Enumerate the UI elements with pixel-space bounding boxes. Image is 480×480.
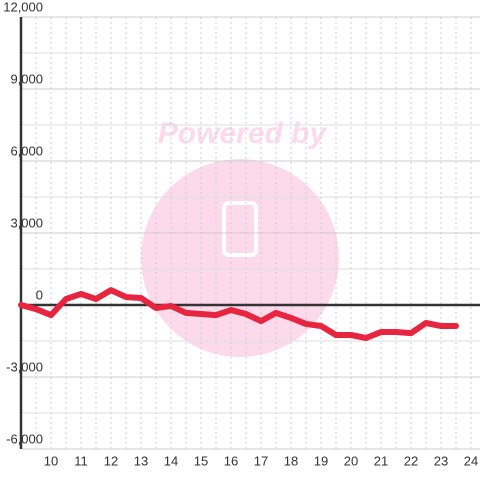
x-tick-label: 20: [344, 453, 358, 468]
x-tick-label: 16: [224, 453, 238, 468]
x-tick-label: 13: [134, 453, 148, 468]
x-tick-label: 14: [164, 453, 178, 468]
x-tick-label: 11: [74, 453, 88, 468]
x-tick-label: 21: [374, 453, 388, 468]
y-tick-label: -3,000: [6, 359, 43, 374]
x-tick-label: 17: [254, 453, 268, 468]
y-tick-label: 6,000: [10, 143, 43, 158]
y-tick-label: -6,000: [6, 431, 43, 446]
x-tick-label: 12: [104, 453, 118, 468]
y-tick-label: 9,000: [10, 71, 43, 86]
x-tick-label: 10: [44, 453, 58, 468]
y-tick-label: 3,000: [10, 215, 43, 230]
x-tick-label: 18: [284, 453, 298, 468]
y-tick-label: 12,000: [3, 0, 43, 14]
line-series: [18, 287, 459, 341]
x-tick-label: 22: [404, 453, 418, 468]
watermark-icon: [222, 201, 258, 257]
y-tick-label: 0: [36, 287, 43, 302]
x-tick-label: 23: [434, 453, 448, 468]
x-tick-label: 24: [464, 453, 478, 468]
x-tick-label: 15: [194, 453, 208, 468]
x-tick-label: 19: [314, 453, 328, 468]
watermark-circle: [141, 159, 339, 357]
watermark-text: Powered by: [158, 117, 328, 150]
